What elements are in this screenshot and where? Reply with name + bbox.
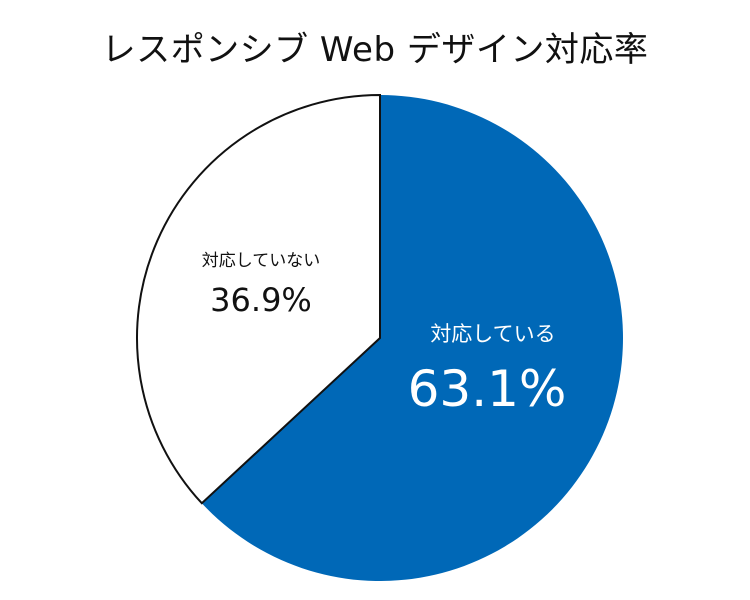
slice-label-group-responsive: 対応している 63.1% <box>408 322 567 418</box>
chart-title: レスポンシブ Web デザイン対応率 <box>101 30 649 70</box>
slice-label-not-responsive: 対応していない <box>202 251 321 271</box>
slice-label-group-not-responsive: 対応していない 36.9% <box>202 251 321 319</box>
slice-value-not-responsive: 36.9% <box>210 281 312 319</box>
slice-value-responsive: 63.1% <box>408 360 567 418</box>
slice-label-responsive: 対応している <box>430 322 555 346</box>
pie-slice-responsive <box>201 94 623 581</box>
pie-slices <box>136 93 623 581</box>
pie-slice-not-responsive <box>136 93 381 505</box>
